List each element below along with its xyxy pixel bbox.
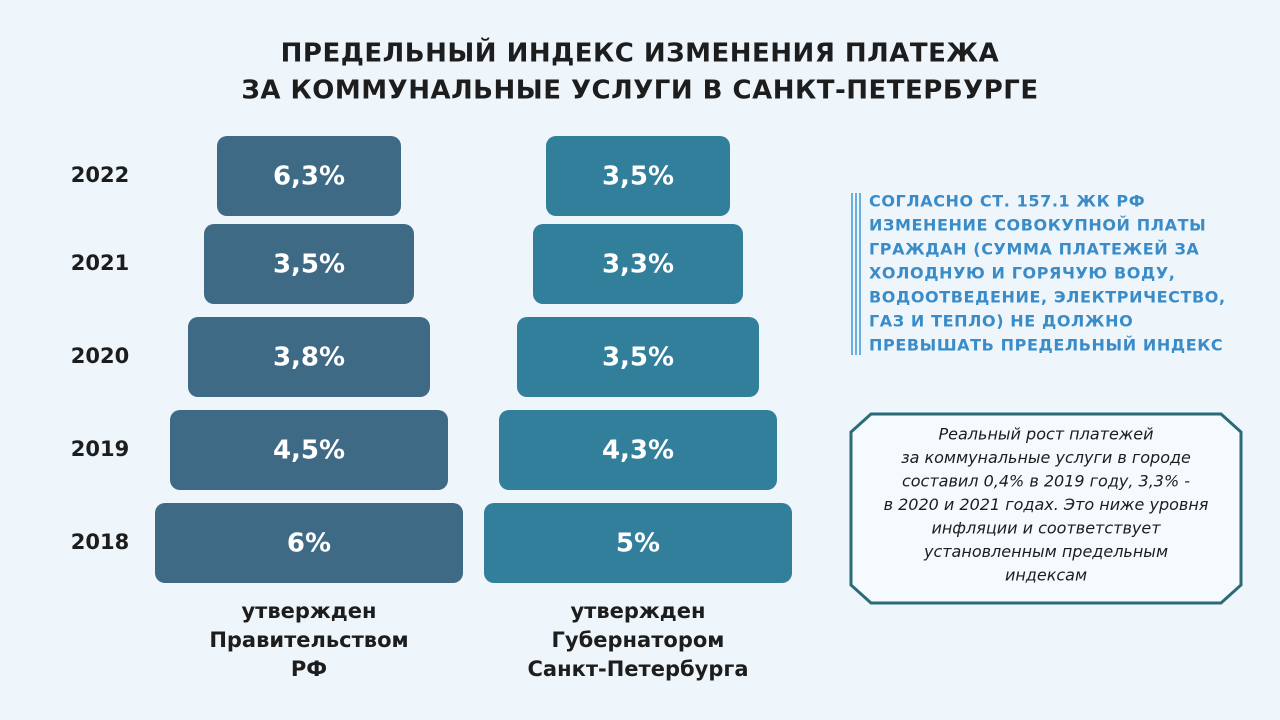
index-value: 3,5% [602, 162, 674, 192]
index-box [533, 224, 743, 304]
index-box [170, 410, 448, 490]
column-caption: утвержден [570, 599, 705, 623]
note-line: ИЗМЕНЕНИЕ СОВОКУПНОЙ ПЛАТЫ [869, 216, 1206, 235]
note-line: СОГЛАСНО СТ. 157.1 ЖК РФ [869, 192, 1145, 211]
title: ЗА КОММУНАЛЬНЫЕ УСЛУГИ В САНКТ-ПЕТЕРБУРГ… [241, 76, 1038, 106]
column-caption: РФ [291, 657, 327, 681]
index-box [204, 224, 414, 304]
index-box [188, 317, 430, 397]
column-caption: Санкт-Петербурга [527, 657, 748, 681]
year: 2022 [71, 163, 129, 187]
note-bar [855, 193, 857, 355]
note-line: ХОЛОДНУЮ И ГОРЯЧУЮ ВОДУ, [869, 264, 1175, 283]
note-bar [851, 193, 853, 355]
index-box [499, 410, 777, 490]
index-value: 6% [287, 529, 331, 559]
year: 2019 [71, 437, 129, 461]
index-box [484, 503, 792, 583]
year: 2020 [71, 344, 129, 368]
note-line: ВОДООТВЕДЕНИЕ, ЭЛЕКТРИЧЕСТВО, [869, 288, 1226, 307]
index-value: 6,3% [273, 162, 345, 192]
year: 2021 [71, 251, 129, 275]
note-line: ГАЗ И ТЕПЛО) НЕ ДОЛЖНО [869, 312, 1133, 331]
index-value: 5% [616, 529, 660, 559]
index-box [517, 317, 759, 397]
index-value: 3,8% [273, 343, 345, 373]
note-line: ПРЕВЫШАТЬ ПРЕДЕЛЬНЫЙ ИНДЕКС [869, 336, 1223, 355]
box-line: индексам [1005, 566, 1087, 585]
box-line: установленным предельным [923, 542, 1168, 561]
index-value: 4,5% [273, 436, 345, 466]
box-line: инфляции и соответствует [931, 519, 1161, 538]
index-value: 3,5% [273, 250, 345, 280]
index-box [546, 136, 730, 216]
note-line: ГРАЖДАН (СУММА ПЛАТЕЖЕЙ ЗА [869, 240, 1199, 259]
index-value: 4,3% [602, 436, 674, 466]
box-line: за коммунальные услуги в городе [901, 448, 1191, 467]
info-box [849, 412, 1243, 605]
column-caption: Губернатором [552, 628, 725, 652]
index-value: 3,5% [602, 343, 674, 373]
title: ПРЕДЕЛЬНЫЙ ИНДЕКС ИЗМЕНЕНИЯ ПЛАТЕЖА [281, 37, 1000, 69]
column-caption: утвержден [241, 599, 376, 623]
box-line: Реальный рост платежей [939, 425, 1154, 444]
box-line: в 2020 и 2021 годах. Это ниже уровня [884, 495, 1209, 514]
box-line: составил 0,4% в 2019 году, 3,3% - [902, 472, 1190, 491]
year: 2018 [71, 530, 129, 554]
note-bar [859, 193, 861, 355]
index-box [217, 136, 401, 216]
index-value: 3,3% [602, 250, 674, 280]
column-caption: Правительством [209, 628, 408, 652]
index-box [155, 503, 463, 583]
